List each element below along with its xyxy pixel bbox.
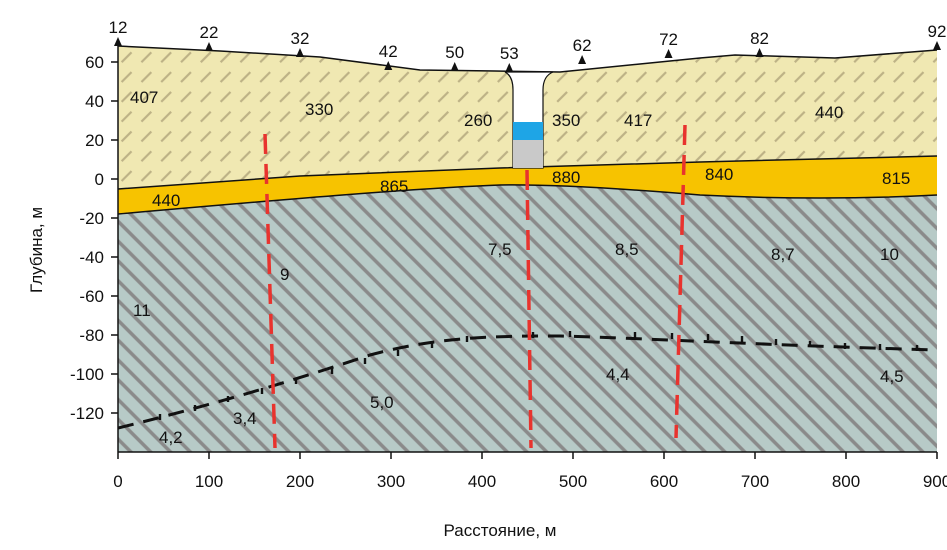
y-tick-label: -80 xyxy=(79,326,104,345)
middle-label: 880 xyxy=(552,168,580,187)
station-label: 22 xyxy=(200,23,219,42)
lower-label: 8,7 xyxy=(771,245,795,264)
lower-layer-hatch xyxy=(118,184,937,452)
station-marker-icon xyxy=(664,49,673,58)
faults xyxy=(263,124,687,449)
station-marker-icon xyxy=(755,48,764,57)
y-axis-title: Глубина, м xyxy=(27,207,46,293)
x-ticks: 0 100 200 300 400 500 600 700 800 900 xyxy=(113,452,947,491)
station-label: 72 xyxy=(659,30,678,49)
station-label: 82 xyxy=(750,29,769,48)
fault-line-3 xyxy=(674,124,687,439)
upper-label: 330 xyxy=(305,100,333,119)
lower-layer-labels: 11 9 7,5 8,5 8,7 10 xyxy=(133,240,899,320)
station-label: 62 xyxy=(573,36,592,55)
lower-label: 8,5 xyxy=(615,240,639,259)
well-water xyxy=(513,122,543,140)
lower-label: 9 xyxy=(280,265,289,284)
upper-layer-labels: 407 330 260 350 417 440 xyxy=(130,88,843,130)
upper-label: 350 xyxy=(552,111,580,130)
station-marker-icon xyxy=(114,37,122,46)
x-axis-title: Расстояние, м xyxy=(444,521,557,540)
station-marker-icon xyxy=(384,61,393,70)
bottom-label: 5,0 xyxy=(370,393,394,412)
y-tick-label: -100 xyxy=(70,365,104,384)
middle-label: 440 xyxy=(152,191,180,210)
y-tick-label: -60 xyxy=(79,287,104,306)
station-marker-icon xyxy=(450,62,459,71)
y-tick-label: 20 xyxy=(85,131,104,150)
y-tick-label: -120 xyxy=(70,404,104,423)
y-ticks: 60 40 20 0 -20 -40 -60 -80 -100 -120 xyxy=(70,53,118,423)
middle-layer xyxy=(118,156,937,214)
station-label: 12 xyxy=(109,18,128,37)
station-label: 32 xyxy=(291,29,310,48)
refractor-line xyxy=(118,334,938,430)
x-tick-label: 400 xyxy=(468,472,496,491)
axes xyxy=(117,44,937,453)
y-tick-label: -20 xyxy=(79,209,104,228)
y-tick-label: -40 xyxy=(79,248,104,267)
ground-surface-line xyxy=(118,45,938,73)
middle-layer-labels: 440 865 880 840 815 xyxy=(152,165,910,210)
fault-line-1 xyxy=(263,133,277,449)
station-marker-icon xyxy=(296,48,304,57)
middle-label: 865 xyxy=(380,177,408,196)
upper-label: 440 xyxy=(815,103,843,122)
x-tick-label: 500 xyxy=(559,472,587,491)
well-fill xyxy=(513,140,543,168)
lower-boundary-line xyxy=(118,184,938,215)
x-tick-label: 700 xyxy=(741,472,769,491)
middle-label: 815 xyxy=(882,169,910,188)
middle-label: 840 xyxy=(705,165,733,184)
refractor-ticks xyxy=(158,331,919,420)
upper-label: 407 xyxy=(130,88,158,107)
bottom-label: 4,2 xyxy=(159,428,183,447)
lower-label: 11 xyxy=(133,301,151,320)
upper-label: 417 xyxy=(624,111,652,130)
well xyxy=(504,71,554,169)
x-tick-label: 300 xyxy=(377,472,405,491)
lower-label: 7,5 xyxy=(488,240,512,259)
x-tick-label: 100 xyxy=(195,472,223,491)
x-tick-label: 800 xyxy=(832,472,860,491)
station-marker-icon xyxy=(505,63,514,72)
station-label: 42 xyxy=(379,42,398,61)
bottom-labels: 4,2 3,4 5,0 4,4 4,5 xyxy=(159,365,904,447)
x-tick-label: 200 xyxy=(286,472,314,491)
lower-label: 10 xyxy=(880,245,899,264)
station-label: 53 xyxy=(500,44,519,63)
station-marker-icon xyxy=(933,41,941,50)
fault-line-2 xyxy=(525,169,533,449)
station-label: 92 xyxy=(928,22,947,41)
upper-label: 260 xyxy=(464,111,492,130)
x-tick-label: 600 xyxy=(650,472,678,491)
x-tick-label: 0 xyxy=(113,472,122,491)
upper-boundary-line xyxy=(118,155,938,190)
stations: 12 22 32 42 50 53 62 72 82 92 xyxy=(109,18,947,72)
y-tick-label: 0 xyxy=(95,170,104,189)
station-label: 50 xyxy=(445,43,464,62)
y-tick-label: 60 xyxy=(85,53,104,72)
x-tick-label: 900 xyxy=(923,472,947,491)
station-marker-icon xyxy=(578,55,587,64)
y-tick-label: 40 xyxy=(85,92,104,111)
bottom-label: 4,5 xyxy=(880,367,904,386)
station-marker-icon xyxy=(205,42,213,51)
bottom-label: 4,4 xyxy=(606,365,630,384)
bottom-label: 3,4 xyxy=(233,409,257,428)
